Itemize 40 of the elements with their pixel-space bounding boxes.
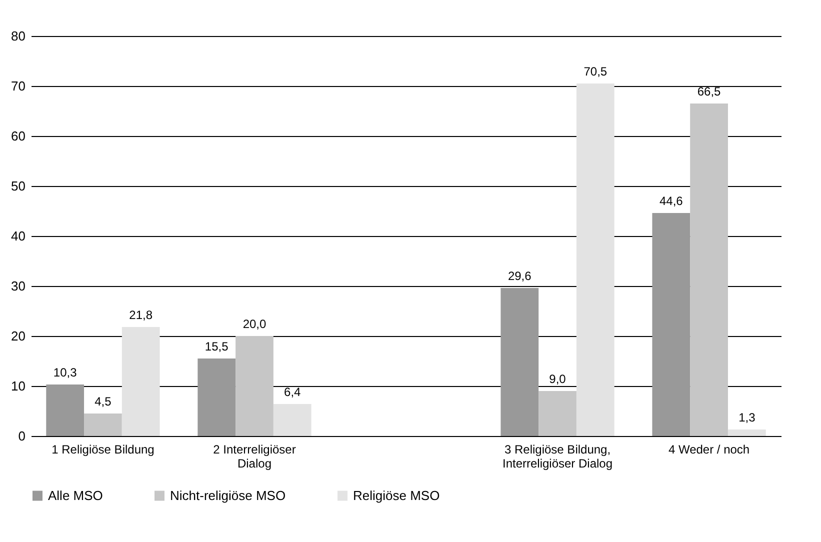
data-label: 29,6 xyxy=(508,269,532,283)
bar xyxy=(198,358,236,436)
bar xyxy=(576,84,614,436)
y-tick-label: 10 xyxy=(11,378,26,394)
bar xyxy=(84,414,122,436)
y-tick-label: 70 xyxy=(11,78,26,94)
bar xyxy=(236,336,274,436)
x-tick-label: 1 Religiöse Bildung xyxy=(52,442,154,456)
data-label: 4,5 xyxy=(94,394,112,408)
bar xyxy=(500,288,539,436)
y-tick-label: 20 xyxy=(11,328,26,344)
y-tick-label: 60 xyxy=(11,128,26,144)
data-label: 66,5 xyxy=(697,84,722,98)
data-label: 1,3 xyxy=(738,410,756,424)
legend-label: Nicht-religiöse MSO xyxy=(170,488,286,503)
bar xyxy=(122,327,160,436)
data-label: 44,6 xyxy=(659,194,684,208)
x-tick-label: 3 Religiöse Bildung, Interreligiöser Dialog xyxy=(502,442,613,470)
x-tick-label: 2 Interreligiöser Dialog xyxy=(213,442,296,470)
bar xyxy=(690,104,728,436)
data-label: 21,8 xyxy=(129,308,153,322)
x-tick-label: 4 Weder / noch xyxy=(668,442,750,456)
legend-label: Religiöse MSO xyxy=(353,488,440,503)
bar xyxy=(652,213,690,436)
bar xyxy=(46,384,84,436)
y-tick-label: 50 xyxy=(11,178,26,194)
bar xyxy=(273,404,312,436)
data-label: 70,5 xyxy=(584,64,608,78)
data-label: 15,5 xyxy=(204,340,229,354)
y-tick-label: 30 xyxy=(11,278,26,294)
y-tick-label: 0 xyxy=(18,428,26,444)
data-label: 10,3 xyxy=(53,366,78,380)
data-label: 6,4 xyxy=(284,385,302,399)
legend-label: Alle MSO xyxy=(48,488,103,503)
data-label: 20,0 xyxy=(242,317,266,331)
data-label: 9,0 xyxy=(549,372,566,386)
bar xyxy=(538,391,576,436)
y-tick-label: 80 xyxy=(11,28,26,44)
bar xyxy=(728,430,766,436)
y-tick-label: 40 xyxy=(11,228,26,244)
